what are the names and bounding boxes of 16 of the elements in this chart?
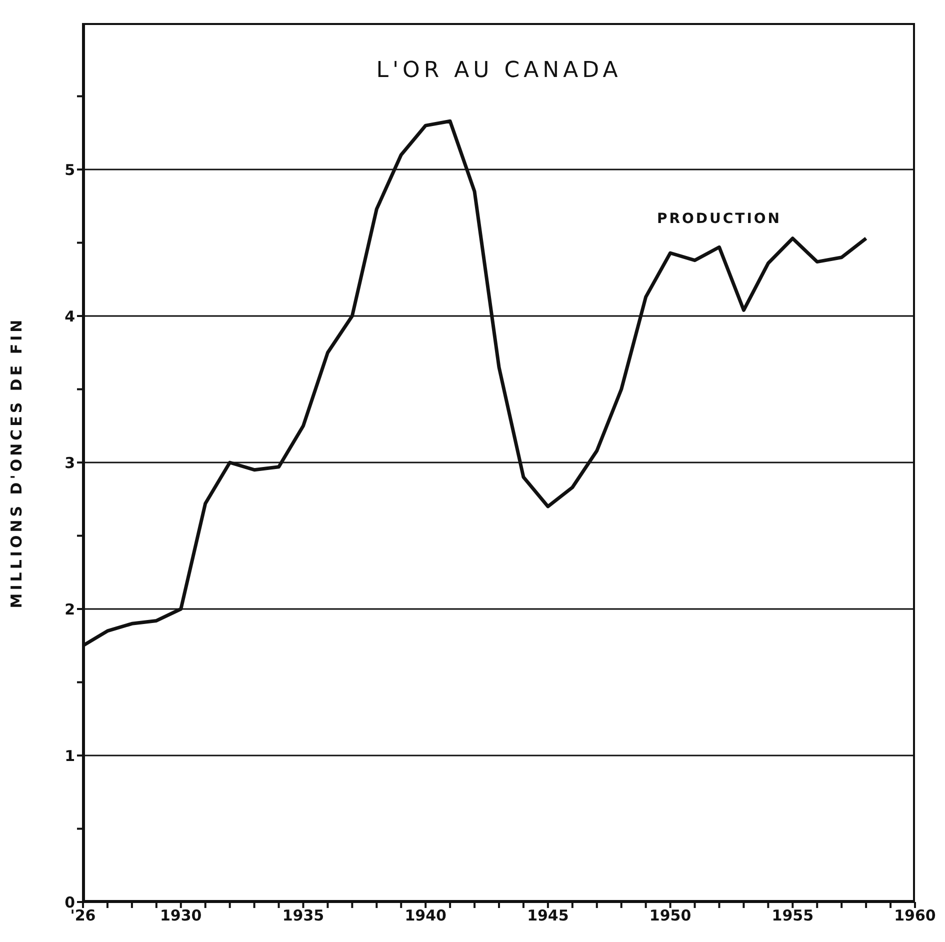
y-tick-label: 1 xyxy=(64,746,75,765)
text: L'OR AU CANADA xyxy=(375,58,623,83)
x-tick-label: 1945 xyxy=(527,906,569,925)
y-tick-label: 2 xyxy=(64,600,75,618)
x-tick-label: 1950 xyxy=(649,906,692,925)
x-tick-label: 1935 xyxy=(282,906,324,925)
series-label: PRODUCTION xyxy=(656,211,782,228)
y-axis-title: MILLIONS D'ONCES DE FIN xyxy=(7,316,26,608)
y-tick-label: 4 xyxy=(64,307,75,326)
x-tick-label: 1940 xyxy=(404,906,446,925)
x-tick-label: 1930 xyxy=(160,906,202,925)
x-tick-label: 1960 xyxy=(894,906,936,925)
x-tick-label: '26 xyxy=(70,906,96,925)
y-tick-label: 5 xyxy=(64,160,75,179)
x-tick-label: 1955 xyxy=(772,906,814,925)
y-tick-label: 3 xyxy=(64,454,75,472)
